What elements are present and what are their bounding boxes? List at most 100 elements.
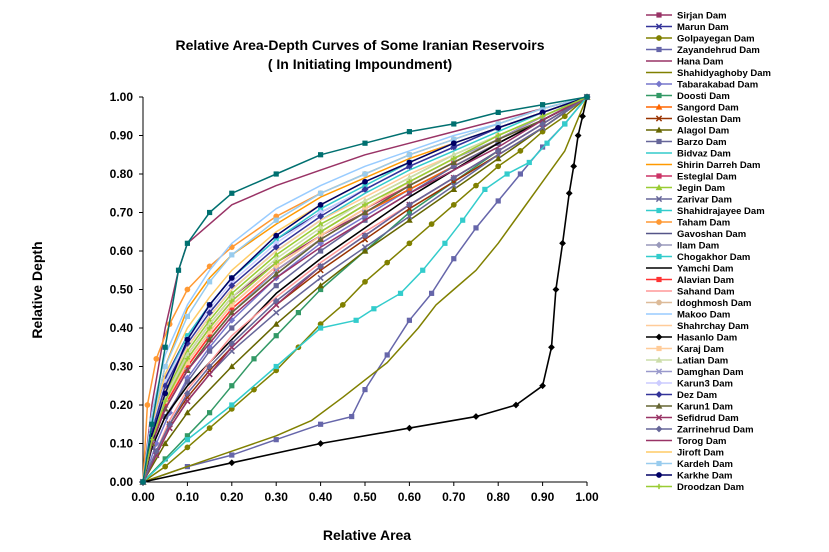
data-point: [229, 306, 235, 312]
data-point: [548, 343, 555, 351]
data-point: [317, 220, 324, 227]
legend-label: Sangord Dam: [677, 103, 739, 114]
legend-swatch-marker: [656, 483, 662, 490]
data-point: [228, 289, 236, 296]
data-point: [317, 263, 324, 270]
legend-entry: Sahand Dam: [646, 287, 735, 298]
legend-entry: Damghan Dam: [646, 367, 744, 378]
legend-entry: Esteglal Dam: [646, 172, 737, 183]
data-point: [420, 267, 426, 273]
legend-swatch-marker: [655, 103, 663, 110]
series-line: [142, 96, 588, 483]
data-point: [207, 279, 213, 285]
series-line: [142, 96, 588, 483]
legend-entry: Zayandehrud Dam: [646, 45, 760, 56]
legend-label: Chogakhor Dam: [677, 252, 750, 263]
data-point: [362, 387, 368, 393]
legend-label: Idoghmosh Dam: [677, 298, 751, 309]
series-5: [142, 96, 588, 483]
legend-entry: Gavoshan Dam: [646, 229, 746, 240]
data-point: [362, 140, 368, 146]
data-point: [451, 156, 457, 162]
legend-label: Hana Dam: [677, 57, 723, 68]
data-point: [229, 252, 235, 258]
legend-entry: Shahrchay Dam: [646, 321, 749, 332]
series-line: [142, 96, 588, 483]
series-28: [139, 93, 591, 486]
data-point: [494, 135, 502, 142]
x-axis-label: Relative Area: [323, 527, 411, 543]
data-point: [460, 217, 466, 223]
data-point: [184, 363, 190, 370]
legend-swatch-marker: [656, 219, 662, 225]
legend-swatch-marker: [656, 345, 662, 352]
legend-swatch-marker: [655, 184, 663, 191]
data-point: [273, 309, 280, 316]
data-point: [361, 247, 369, 254]
data-point: [184, 333, 190, 339]
data-point: [207, 410, 213, 416]
data-point: [207, 209, 213, 216]
legend-entry: Bidvaz Dam: [646, 149, 731, 160]
series-22: [142, 96, 588, 483]
data-point: [584, 94, 590, 100]
data-point: [317, 274, 324, 282]
legend-label: Alavian Dam: [677, 275, 734, 286]
data-point: [229, 302, 235, 308]
data-point: [273, 217, 279, 223]
data-point: [161, 440, 169, 447]
legend-swatch-marker: [656, 299, 662, 306]
data-point: [228, 459, 236, 467]
data-point: [184, 379, 190, 385]
data-point: [273, 259, 279, 266]
data-point: [361, 244, 369, 251]
legend-label: Latian Dam: [677, 356, 728, 367]
legend-swatch-marker: [656, 207, 662, 214]
data-point: [273, 232, 280, 239]
x-tick-label: 1.00: [575, 490, 599, 504]
legend-swatch-marker: [655, 425, 663, 433]
legend-entry: Karun3 Dam: [646, 379, 733, 390]
legend-entry: Karkhe Dam: [646, 471, 732, 482]
legend-label: Golpayegan Dam: [677, 34, 755, 45]
data-point: [206, 309, 213, 316]
data-point: [495, 124, 502, 131]
data-point: [273, 263, 279, 269]
data-point: [184, 409, 191, 416]
data-point: [539, 120, 546, 128]
data-point: [295, 310, 301, 316]
data-point: [273, 437, 279, 443]
legend-swatch-marker: [656, 138, 662, 145]
data-point: [349, 413, 355, 420]
data-point: [153, 355, 160, 362]
legend-label: Doosti Dam: [677, 91, 730, 102]
data-point: [517, 148, 524, 154]
data-point: [406, 186, 413, 192]
data-point: [184, 286, 191, 293]
data-point: [362, 171, 368, 177]
data-point: [406, 213, 413, 220]
data-point: [207, 329, 213, 335]
legend-label: Makoo Dam: [677, 310, 730, 321]
data-point: [451, 136, 457, 142]
data-point: [450, 201, 457, 208]
data-point: [206, 425, 213, 431]
data-point: [273, 171, 279, 177]
data-point: [318, 233, 324, 239]
data-point: [317, 212, 324, 220]
data-point: [273, 236, 279, 243]
data-point: [206, 302, 213, 308]
legend-label: Zayandehrud Dam: [677, 45, 760, 56]
x-tick-label: 0.00: [131, 490, 155, 504]
legend-label: Taham Dam: [677, 218, 730, 229]
data-point: [406, 424, 413, 432]
series-line: [142, 96, 588, 483]
data-point: [362, 206, 368, 212]
data-point: [251, 386, 257, 393]
data-point: [442, 240, 448, 246]
data-point: [228, 363, 236, 370]
legend-label: Shahidyaghoby Dam: [677, 68, 771, 79]
data-point: [565, 189, 573, 197]
x-tick-label: 0.20: [220, 490, 244, 504]
